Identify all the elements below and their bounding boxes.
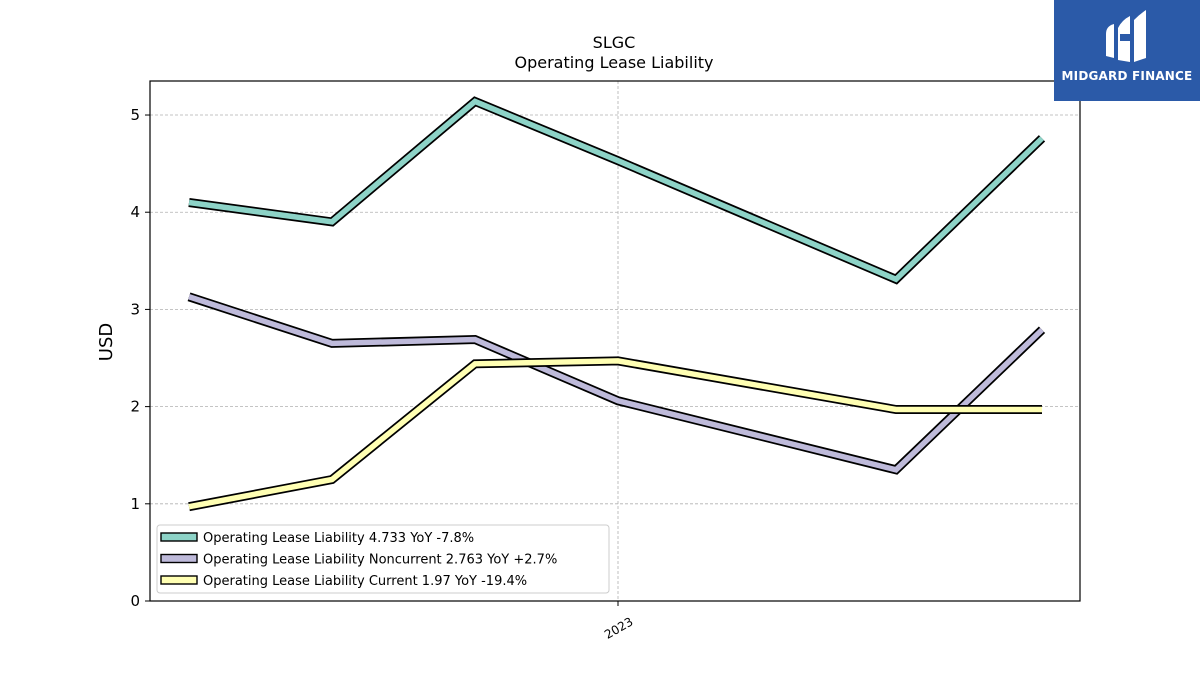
legend-box <box>156 524 610 594</box>
series-line <box>188 358 1042 510</box>
legend-swatch <box>160 553 198 564</box>
logo-text: MIDGARD FINANCE <box>1061 69 1193 83</box>
series-outline <box>188 96 1046 285</box>
legend-swatch <box>160 532 198 542</box>
y-axis-label: USD <box>96 323 117 361</box>
logo-mark-icon <box>1106 10 1146 62</box>
y-tick-label: 5 <box>130 106 140 124</box>
chart-subtitle: Operating Lease Liability <box>514 53 713 72</box>
y-tick-label: 2 <box>130 398 140 416</box>
series-outline <box>187 292 1046 475</box>
y-tick-label: 0 <box>130 592 140 610</box>
y-tick-label: 4 <box>130 203 140 221</box>
plot-frame <box>149 80 1081 602</box>
brand-logo: MIDGARD FINANCE <box>1054 0 1200 101</box>
series-line <box>188 294 1044 473</box>
legend-label: Operating Lease Liability 4.733 YoY -7.8… <box>203 531 474 546</box>
y-tick-label: 3 <box>130 300 140 318</box>
y-tick-label: 1 <box>130 495 140 513</box>
series-line <box>188 98 1044 283</box>
legend-label: Operating Lease Liability Noncurrent 2.7… <box>203 553 557 568</box>
legend-swatch <box>160 575 198 585</box>
x-tick-label: 2023 <box>602 614 635 641</box>
legend: Operating Lease Liability 4.733 YoY -7.8… <box>156 524 610 594</box>
grid <box>150 81 1080 601</box>
legend-label: Operating Lease Liability Current 1.97 Y… <box>203 574 527 589</box>
series-lines <box>187 96 1046 512</box>
chart-title: SLGC <box>593 33 636 52</box>
